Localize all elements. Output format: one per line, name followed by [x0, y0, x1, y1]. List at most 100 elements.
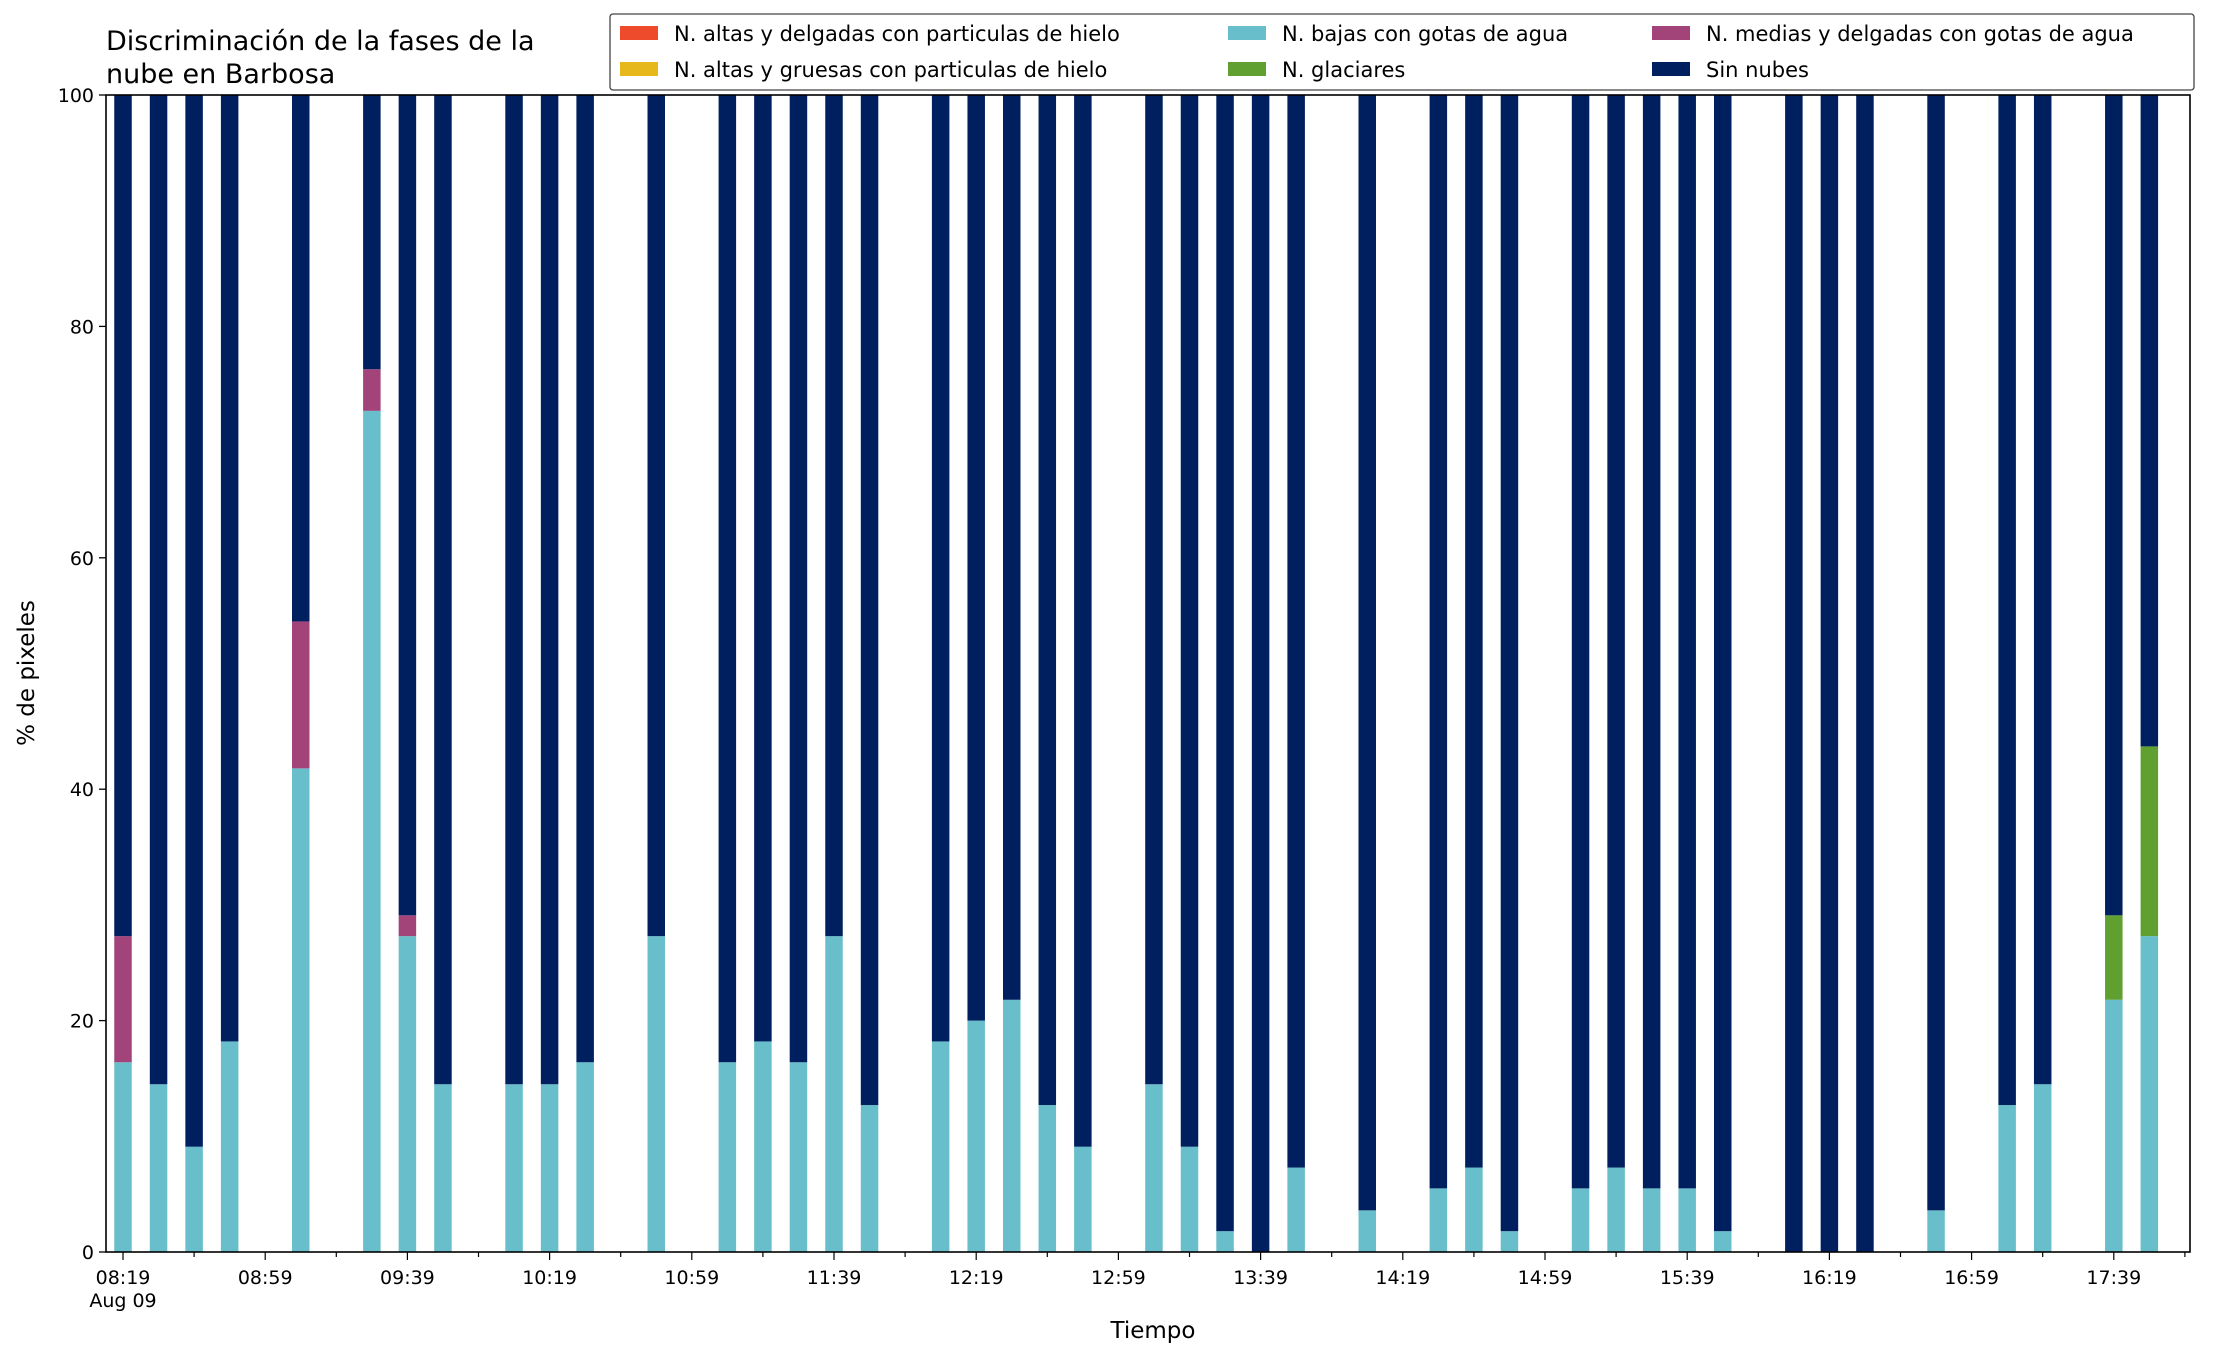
bar-1709-sin_nubes — [1998, 95, 2016, 1106]
legend-swatch-glaciares — [1228, 62, 1266, 76]
bar-0819-bajas_agua — [114, 1062, 132, 1252]
x-tick-label: 12:59 — [1091, 1267, 1146, 1289]
bar-1349-bajas_agua — [1287, 1167, 1305, 1252]
x-tick-label: 08:19 — [96, 1267, 151, 1289]
bar-1449-sin_nubes — [1500, 95, 1519, 1232]
legend-label-alt_delg_hielo: N. altas y delgadas con particulas de hi… — [674, 22, 1120, 46]
bar-1209-bajas_agua — [931, 1041, 950, 1252]
y-tick-label: 60 — [70, 548, 94, 570]
y-tick-label: 0 — [82, 1242, 94, 1264]
bar-1649-sin_nubes — [1927, 95, 1945, 1211]
bar-0939-sin_nubes — [398, 95, 417, 916]
bar-1139-sin_nubes — [825, 95, 843, 937]
bar-1129-bajas_agua — [789, 1062, 808, 1252]
bar-1409-bajas_agua — [1358, 1210, 1376, 1252]
bar-1709-bajas_agua — [1998, 1105, 2016, 1252]
y-tick-label: 20 — [70, 1011, 94, 1033]
bar-1219-bajas_agua — [967, 1020, 985, 1252]
bar-1649-bajas_agua — [1927, 1210, 1945, 1252]
bar-0829-bajas_agua — [149, 1084, 168, 1252]
legend-swatch-alt_delg_hielo — [620, 26, 658, 40]
bar-0819-sin_nubes — [114, 95, 132, 937]
bar-0819-medias_agua — [114, 936, 132, 1063]
bar-1249-bajas_agua — [1074, 1146, 1092, 1252]
x-tick-label: 13:39 — [1233, 1267, 1288, 1289]
bar-1319-bajas_agua — [1180, 1146, 1199, 1252]
bar-1509-sin_nubes — [1571, 95, 1590, 1189]
chart-title-line-2: nube en Barbosa — [106, 59, 335, 90]
legend-swatch-sin_nubes — [1652, 62, 1690, 76]
bar-1009-sin_nubes — [505, 95, 523, 1085]
bar-1109-bajas_agua — [718, 1062, 737, 1252]
bar-0939-bajas_agua — [398, 936, 417, 1252]
legend-label-medias_agua: N. medias y delgadas con gotas de agua — [1706, 22, 2134, 46]
x-tick-label: 17:39 — [2086, 1267, 2141, 1289]
bar-1539-sin_nubes — [1678, 95, 1696, 1189]
x-tick-label: 14:59 — [1518, 1267, 1573, 1289]
bar-1739-bajas_agua — [2105, 999, 2123, 1252]
bar-1749-glaciares — [2140, 746, 2159, 937]
bar-1029-bajas_agua — [576, 1062, 594, 1252]
bar-0929-bajas_agua — [363, 410, 381, 1252]
legend-frame — [609, 13, 2195, 91]
bar-1309-sin_nubes — [1145, 95, 1163, 1085]
legend-swatch-bajas_agua — [1228, 26, 1266, 40]
bar-1129-sin_nubes — [789, 95, 808, 1063]
plot-frame — [105, 94, 2191, 1253]
bar-1749-sin_nubes — [2140, 95, 2159, 747]
bar-1019-bajas_agua — [540, 1084, 559, 1252]
x-tick-label: 10:59 — [664, 1267, 719, 1289]
bar-1119-bajas_agua — [754, 1041, 772, 1252]
bar-0849-sin_nubes — [220, 95, 239, 1042]
bar-1509-bajas_agua — [1571, 1188, 1590, 1252]
legend-swatch-medias_agua — [1652, 26, 1690, 40]
bar-1619-sin_nubes — [1820, 95, 1839, 1252]
y-axis: 0 20 40 60 80 100 — [58, 85, 106, 1264]
bar-1049-bajas_agua — [647, 936, 665, 1252]
legend-label-glaciares: N. glaciares — [1282, 58, 1405, 82]
bar-1719-bajas_agua — [2033, 1084, 2052, 1252]
x-tick-label: 16:59 — [1944, 1267, 1999, 1289]
bar-1329-bajas_agua — [1216, 1231, 1234, 1252]
bar-1219-sin_nubes — [967, 95, 985, 1021]
bar-1139-bajas_agua — [825, 936, 843, 1252]
bar-1239-sin_nubes — [1038, 95, 1057, 1106]
bar-0849-bajas_agua — [220, 1041, 239, 1252]
bar-1529-sin_nubes — [1642, 95, 1661, 1189]
bar-1029-sin_nubes — [576, 95, 594, 1063]
bar-1519-sin_nubes — [1607, 95, 1625, 1168]
y-axis-label: % de pixeles — [14, 600, 40, 746]
bar-0939-medias_agua — [398, 915, 417, 937]
x-axis-label: Tiempo — [1110, 1318, 1196, 1344]
x-tick-label: 11:39 — [807, 1267, 862, 1289]
bar-1209-sin_nubes — [931, 95, 950, 1042]
legend: N. altas y delgadas con particulas de hi… — [609, 13, 2195, 91]
bar-0949-bajas_agua — [434, 1084, 452, 1252]
bar-1009-bajas_agua — [505, 1084, 523, 1252]
legend-swatch-alt_grue_hielo — [620, 62, 658, 76]
x-tick-label: 08:59 — [238, 1267, 293, 1289]
x-tick-label: 12:19 — [949, 1267, 1004, 1289]
bar-0929-sin_nubes — [363, 95, 381, 370]
x-tick-label: 16:19 — [1802, 1267, 1857, 1289]
x-tick-sublabel: Aug 09 — [89, 1290, 156, 1312]
y-tick-label: 80 — [70, 316, 94, 338]
y-tick-label: 40 — [70, 779, 94, 801]
bar-1229-sin_nubes — [1003, 95, 1021, 1000]
bar-1529-bajas_agua — [1642, 1188, 1661, 1252]
bar-1439-bajas_agua — [1465, 1167, 1483, 1252]
x-tick-label: 10:19 — [522, 1267, 577, 1289]
bar-1439-sin_nubes — [1465, 95, 1483, 1168]
bar-1239-bajas_agua — [1038, 1105, 1057, 1252]
x-tick-label: 15:39 — [1660, 1267, 1715, 1289]
bar-0929-medias_agua — [363, 369, 381, 411]
bar-1049-sin_nubes — [647, 95, 665, 937]
bar-1739-glaciares — [2105, 915, 2123, 1000]
bar-0829-sin_nubes — [149, 95, 168, 1085]
bar-1519-bajas_agua — [1607, 1167, 1625, 1252]
bar-1539-bajas_agua — [1678, 1188, 1696, 1252]
bar-0909-medias_agua — [292, 621, 310, 769]
bar-1329-sin_nubes — [1216, 95, 1234, 1232]
